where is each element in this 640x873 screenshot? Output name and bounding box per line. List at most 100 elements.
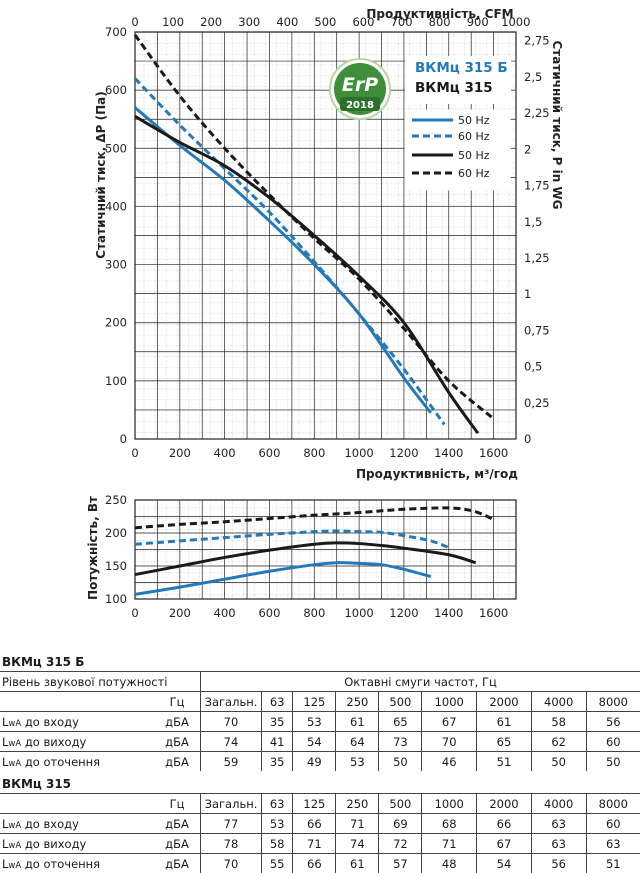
band-value-cell: 55 xyxy=(262,854,293,873)
x-top-tick-label: 0 xyxy=(131,15,138,29)
x-tick-label: 600 xyxy=(258,446,280,460)
total-cell: 70 xyxy=(201,854,262,873)
total-cell: 70 xyxy=(201,712,262,732)
band-value-cell: 56 xyxy=(531,854,586,873)
band-value-cell: 64 xyxy=(336,732,379,752)
x-tick-label: 1000 xyxy=(344,606,373,620)
row-label-text: до виходу xyxy=(21,735,86,749)
band-value-cell: 58 xyxy=(531,712,586,732)
y-right-tick-label: 0,25 xyxy=(524,396,550,410)
total-cell: 74 xyxy=(201,732,262,752)
legend-label: 50 Hz xyxy=(458,149,490,162)
unit-cell: дБА xyxy=(154,814,201,834)
y-right-tick-label: 2,75 xyxy=(524,34,550,48)
row-label: LwA до оточення xyxy=(0,854,154,873)
x-tick-label: 0 xyxy=(131,446,138,460)
y-tick-label: 400 xyxy=(105,199,127,213)
legend-label: 60 Hz xyxy=(458,167,490,180)
band-value-cell: 49 xyxy=(293,752,336,772)
y-tick-label: 100 xyxy=(105,592,127,606)
band-value-cell: 50 xyxy=(379,752,422,772)
x-tick-label: 1200 xyxy=(389,606,418,620)
band-value-cell: 66 xyxy=(477,814,532,834)
table2-title: ВКМц 315 xyxy=(2,777,640,791)
x-top-tick-label: 100 xyxy=(162,15,184,29)
x-tick-label: 1600 xyxy=(479,446,508,460)
row-label: LwA до входу xyxy=(0,712,154,732)
x-top-tick-label: 500 xyxy=(314,15,336,29)
total-cell: 59 xyxy=(201,752,262,772)
y-right-tick-label: 0,75 xyxy=(524,323,550,337)
header-band: 4000 xyxy=(531,692,586,712)
y-tick-label: 600 xyxy=(105,83,127,97)
x-tick-label: 1200 xyxy=(389,446,418,460)
band-value-cell: 72 xyxy=(379,834,422,854)
band-value-cell: 68 xyxy=(422,814,477,834)
header-band: 2000 xyxy=(477,692,532,712)
band-value-cell: 63 xyxy=(531,834,586,854)
band-value-cell: 56 xyxy=(586,712,640,732)
x-tick-label: 800 xyxy=(303,446,325,460)
x-tick-label: 400 xyxy=(214,446,236,460)
band-value-cell: 54 xyxy=(477,854,532,873)
band-value-cell: 58 xyxy=(262,834,293,854)
band-value-cell: 50 xyxy=(586,752,640,772)
unit-cell: дБА xyxy=(154,712,201,732)
y-tick-label: 150 xyxy=(105,559,127,573)
band-value-cell: 61 xyxy=(336,854,379,873)
band-value-cell: 70 xyxy=(422,732,477,752)
band-value-cell: 65 xyxy=(477,732,532,752)
y-right-tick-label: 1,25 xyxy=(524,251,550,265)
band-value-cell: 46 xyxy=(422,752,477,772)
unit-cell: дБА xyxy=(154,834,201,854)
header-band: 500 xyxy=(379,692,422,712)
x-top-tick-label: 300 xyxy=(238,15,260,29)
band-value-cell: 71 xyxy=(293,834,336,854)
unit-cell: дБА xyxy=(154,854,201,873)
header-hz: Гц xyxy=(154,692,201,712)
x-tick-label: 1600 xyxy=(479,606,508,620)
header-band: 1000 xyxy=(422,794,477,814)
row-label-text: до входу xyxy=(21,817,79,831)
x-tick-label: 1400 xyxy=(434,606,463,620)
x-top-tick-label: 200 xyxy=(200,15,222,29)
y-tick-label: 200 xyxy=(105,526,127,540)
header-band: 500 xyxy=(379,794,422,814)
header-band: 250 xyxy=(336,794,379,814)
row-label-text: до виходу xyxy=(21,837,86,851)
row-label: LwA до входу xyxy=(0,814,154,834)
header-band: 2000 xyxy=(477,794,532,814)
erp-year-text: 2018 xyxy=(346,100,374,111)
header-blank xyxy=(0,692,154,712)
y-right-tick-label: 0,5 xyxy=(524,360,542,374)
row-label: LwA до оточення xyxy=(0,752,154,772)
lwa-subscript: wA xyxy=(8,759,21,769)
x-top-tick-label: 400 xyxy=(276,15,298,29)
x-tick-label: 400 xyxy=(214,606,236,620)
header-total: Загальн. xyxy=(201,794,262,814)
sound-power-label: Рівень звукової потужності xyxy=(0,672,201,692)
x-tick-label: 800 xyxy=(303,606,325,620)
header-blank xyxy=(0,794,154,814)
header-band: 8000 xyxy=(586,692,640,712)
band-value-cell: 67 xyxy=(477,834,532,854)
y-tick-label: 700 xyxy=(105,25,127,39)
sound-table-315b: Рівень звукової потужності Октавні смуги… xyxy=(0,671,640,771)
lwa-subscript: wA xyxy=(8,821,21,831)
header-band: 63 xyxy=(262,692,293,712)
band-value-cell: 60 xyxy=(586,814,640,834)
header-band: 4000 xyxy=(531,794,586,814)
header-band: 8000 xyxy=(586,794,640,814)
total-cell: 77 xyxy=(201,814,262,834)
y-right-axis-title: Статичний тиск, P in WG xyxy=(550,41,564,210)
x-tick-label: 1000 xyxy=(344,446,373,460)
band-value-cell: 50 xyxy=(531,752,586,772)
header-band: 250 xyxy=(336,692,379,712)
band-value-cell: 62 xyxy=(531,732,586,752)
power-y-axis-title: Потужність, Вт xyxy=(86,496,100,600)
y-tick-label: 500 xyxy=(105,141,127,155)
band-value-cell: 71 xyxy=(422,834,477,854)
